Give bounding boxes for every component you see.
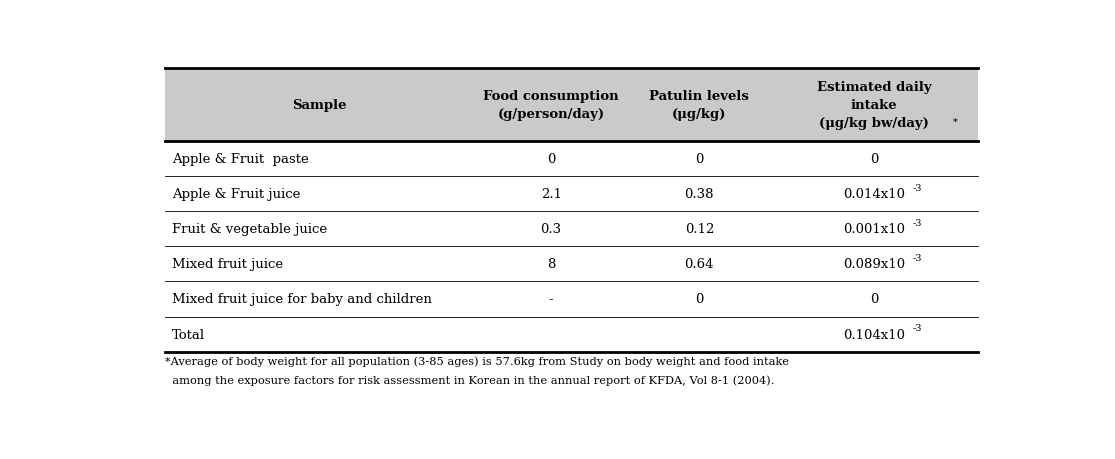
Text: Mixed fruit juice: Mixed fruit juice xyxy=(172,258,283,271)
Text: -3: -3 xyxy=(912,218,922,227)
Text: 0.64: 0.64 xyxy=(685,258,714,271)
Text: Apple & Fruit  paste: Apple & Fruit paste xyxy=(172,152,309,166)
Text: -3: -3 xyxy=(912,324,922,332)
Text: 0.38: 0.38 xyxy=(685,188,714,201)
Text: 8: 8 xyxy=(547,258,555,271)
Text: Fruit & vegetable juice: Fruit & vegetable juice xyxy=(172,223,328,235)
Text: 0.104x10: 0.104x10 xyxy=(843,328,905,341)
Text: 2.1: 2.1 xyxy=(541,188,562,201)
Text: 0.001x10: 0.001x10 xyxy=(843,223,905,235)
Text: 0: 0 xyxy=(870,293,879,306)
Text: among the exposure factors for risk assessment in Korean in the annual report of: among the exposure factors for risk asse… xyxy=(165,375,775,386)
Text: Sample: Sample xyxy=(292,99,347,112)
Text: 0: 0 xyxy=(695,152,704,166)
Text: 0.3: 0.3 xyxy=(541,223,562,235)
Text: -3: -3 xyxy=(912,253,922,263)
Text: 0: 0 xyxy=(547,152,555,166)
Bar xyxy=(165,69,978,141)
Text: 0.014x10: 0.014x10 xyxy=(843,188,905,201)
Text: 0: 0 xyxy=(870,152,879,166)
Text: Patulin levels
(μg/kg): Patulin levels (μg/kg) xyxy=(649,90,749,121)
Text: -3: -3 xyxy=(912,183,922,192)
Text: 0.089x10: 0.089x10 xyxy=(843,258,905,271)
Text: Estimated daily
intake
(μg/kg bw/day): Estimated daily intake (μg/kg bw/day) xyxy=(816,81,931,130)
Text: Food consumption
(g/person/day): Food consumption (g/person/day) xyxy=(483,90,619,121)
Text: *: * xyxy=(952,117,958,126)
Text: Total: Total xyxy=(172,328,205,341)
Text: *Average of body weight for all population (3-85 ages) is 57.6kg from Study on b: *Average of body weight for all populati… xyxy=(165,355,789,366)
Text: 0: 0 xyxy=(695,293,704,306)
Text: Apple & Fruit juice: Apple & Fruit juice xyxy=(172,188,301,201)
Text: Mixed fruit juice for baby and children: Mixed fruit juice for baby and children xyxy=(172,293,433,306)
Text: 0.12: 0.12 xyxy=(685,223,714,235)
Text: -: - xyxy=(549,293,553,306)
